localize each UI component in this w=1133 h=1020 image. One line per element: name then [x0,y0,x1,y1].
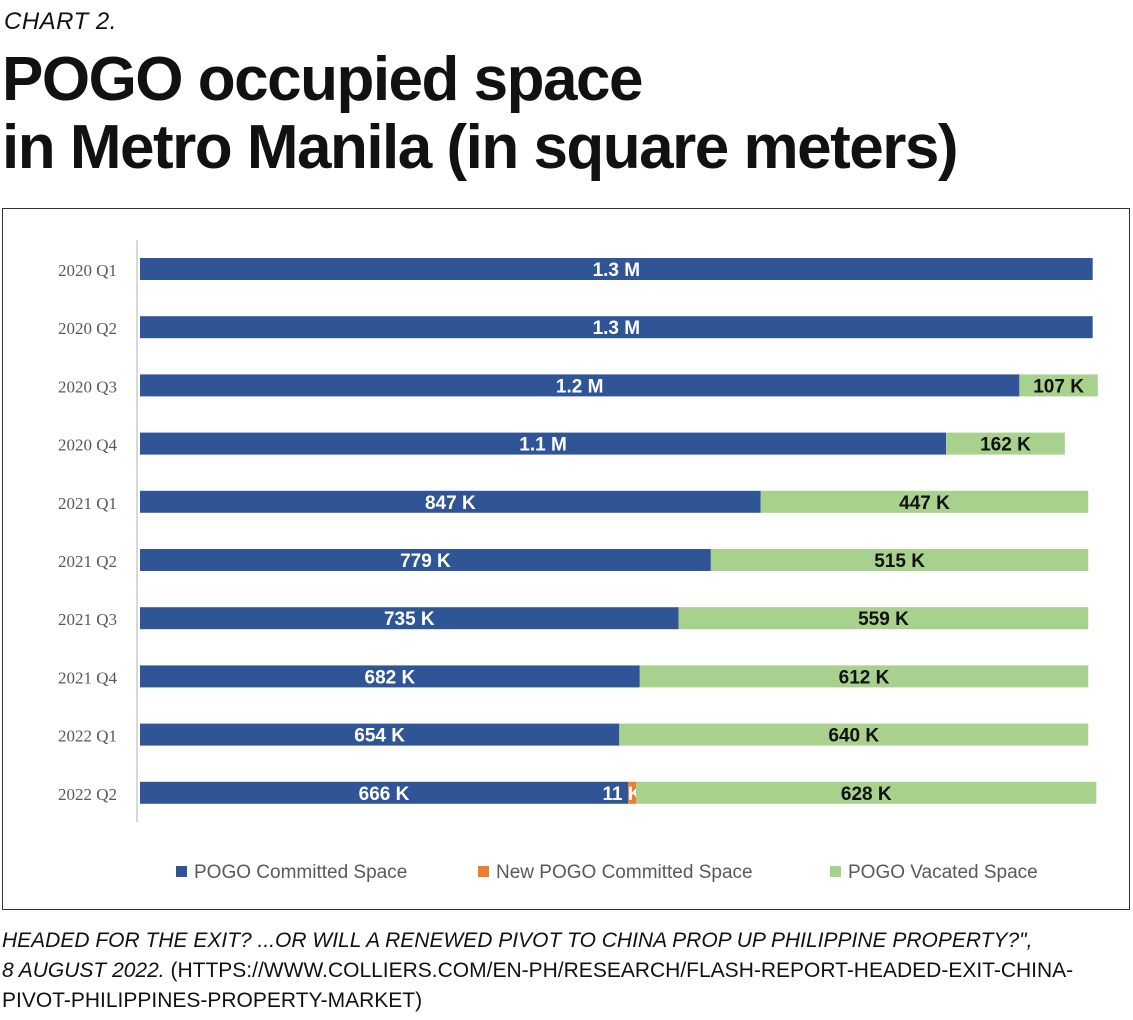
chart-title: POGO occupied space in Metro Manila (in … [2,45,959,182]
data-label: 682 K [365,667,416,688]
bar-vacated [636,781,1097,804]
bar-committed [140,490,761,513]
source-line-3: PIVOT-PHILIPPINES-PROPERTY-MARKET) [2,986,1073,1016]
source-date: 8 AUGUST 2022. [2,959,171,982]
legend-label: POGO Vacated Space [848,862,1038,883]
legend-swatch [176,866,187,877]
bar-committed [140,432,947,455]
bar-committed [140,549,711,571]
data-label: 515 K [874,551,925,572]
category-tick-label: 2020 Q3 [58,377,117,396]
bar-chart: 2020 Q1 1.3 M 2020 Q2 1.3 M 2020 Q3 1.2 M 107 … [58,240,1098,883]
data-label: 628 K [841,784,892,805]
bar-vacated [639,665,1089,688]
bar-vacated [1019,374,1098,397]
category-tick-label: 2021 Q1 [58,494,117,513]
legend-swatch [478,866,489,877]
bar-committed [140,665,640,688]
category-tick-label: 2020 Q2 [58,319,117,338]
chart-title-line-1: POGO occupied space [2,45,643,114]
bar-committed [140,316,1093,339]
bar-vacated [678,607,1089,630]
bar-committed [140,607,679,630]
data-label: 1.3 M [593,260,641,281]
data-label: 107 K [1033,376,1084,397]
chart-title-line-2: in Metro Manila (in square meters) [2,113,959,182]
data-label: 612 K [839,667,890,688]
data-label: 847 K [425,493,476,514]
category-tick-label: 2020 Q1 [58,261,117,280]
category-tick-label: 2021 Q2 [58,552,117,571]
bar-committed [140,723,620,746]
data-label: 654 K [354,726,405,747]
bar-committed [140,258,1093,280]
bar-vacated [710,549,1089,571]
legend-label: POGO Committed Space [194,862,407,883]
category-tick-label: 2021 Q3 [58,610,117,629]
chart-kicker: CHART 2. [4,8,117,35]
data-label: 1.2 M [556,376,604,397]
category-tick-label: 2021 Q4 [58,668,118,687]
source-note: HEADED FOR THE EXIT? ...OR WILL A RENEWE… [2,926,1073,1016]
bar-committed [140,374,1020,397]
data-label: 447 K [899,493,950,514]
category-tick-label: 2020 Q4 [58,436,118,455]
bar-vacated [946,432,1065,455]
source-url-part-1: (HTTPS://WWW.COLLIERS.COM/EN-PH/RESEARCH… [170,959,1074,982]
data-label: 11 K [603,784,642,805]
legend-label: New POGO Committed Space [496,862,753,883]
data-label: 1.3 M [593,318,641,339]
data-label: 666 K [359,784,410,805]
chart-frame [2,208,1130,910]
category-tick-label: 2022 Q1 [58,727,117,746]
source-url-part-2: PIVOT-PHILIPPINES-PROPERTY-MARKET) [2,989,423,1012]
legend-swatch [830,866,841,877]
data-label: 779 K [400,551,451,572]
data-label: 162 K [980,435,1031,456]
bar-vacated [619,723,1089,746]
source-line-2: 8 AUGUST 2022. (HTTPS://WWW.COLLIERS.COM… [2,956,1073,986]
data-label: 559 K [858,609,909,630]
bar-new-committed [628,781,637,804]
source-line-1: HEADED FOR THE EXIT? ...OR WILL A RENEWE… [2,929,1033,952]
category-tick-label: 2022 Q2 [58,785,117,804]
data-label: 640 K [828,726,879,747]
data-label: 1.1 M [519,435,567,456]
bar-vacated [760,490,1089,513]
bar-committed [140,781,629,804]
data-label: 735 K [384,609,435,630]
